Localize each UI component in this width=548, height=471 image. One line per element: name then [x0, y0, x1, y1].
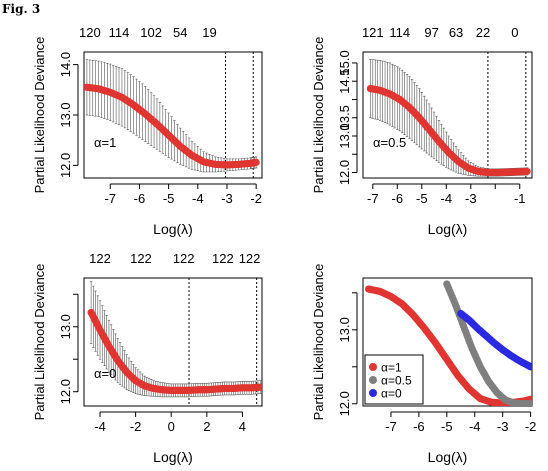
- x-tick-label: 0: [168, 419, 175, 434]
- x-tick-label: -7: [367, 191, 379, 206]
- top-axis-label: 63: [449, 25, 463, 40]
- chart-panel-1: -7 -6 -5 -4 -3 -2 Log(λ) 12.0 13.0 14.0 Partial Li…: [32, 25, 263, 237]
- data-point: [523, 167, 531, 176]
- x-tick-label: -4: [440, 191, 452, 206]
- y-tick-label: 13.0: [337, 317, 352, 342]
- legend-label: α=1: [381, 361, 402, 375]
- top-axis-label: 114: [389, 25, 410, 40]
- x-tick-label: -4: [94, 419, 106, 434]
- alpha-annotation: α=0.5: [373, 135, 406, 150]
- y-axis-label: Partial Likelihood Deviance: [311, 264, 326, 421]
- x-tick-label: -5: [416, 191, 428, 206]
- x-tick-label: -2: [250, 191, 262, 206]
- legend-label: α=0.5: [381, 374, 412, 388]
- plot-frame: [362, 51, 533, 179]
- plot-data-area: [84, 52, 260, 178]
- top-axis-label: 102: [140, 25, 162, 40]
- x-tick-label: -6: [134, 191, 146, 206]
- chart-panel-3: -4 -2 0 2 4 Log(λ) 12.0 13.0 Partial Likelihood …: [32, 251, 263, 465]
- x-axis-label: Log(λ): [428, 221, 468, 237]
- x-tick-label: -7: [104, 191, 116, 206]
- y-tick-label: 14.5: [337, 69, 352, 94]
- top-axis-label: 120: [79, 25, 101, 40]
- figure-label: Fig. 3: [2, 2, 41, 16]
- data-point: [527, 400, 532, 406]
- plot-data-area: [364, 280, 532, 406]
- top-axis-label: 0: [511, 25, 518, 40]
- top-axis-label: 122: [239, 251, 261, 266]
- chart-panel-4: -7 -6 -5 -4 -3 -2 Log(λ) 12.0 13.0 Partial Likeli…: [311, 264, 536, 465]
- data-point: [256, 383, 262, 391]
- data-point: [252, 158, 260, 166]
- x-tick-label: -4: [192, 191, 204, 206]
- y-tick-label: 13.5: [337, 105, 352, 130]
- x-tick-label: -3: [465, 191, 477, 206]
- top-axis-label: 54: [173, 25, 187, 40]
- top-axis-label: 122: [89, 251, 111, 266]
- plot-data-area: [87, 278, 262, 406]
- y-tick-label: 13.0: [337, 123, 352, 148]
- x-axis-label: Log(λ): [153, 449, 193, 465]
- x-tick-label: -4: [469, 419, 481, 434]
- y-tick-label: 14.0: [58, 52, 73, 77]
- x-tick-label: -6: [392, 191, 404, 206]
- x-tick-label: -3: [221, 191, 233, 206]
- chart-panel-2: -7 -6 -5 -4 -3 -1 Log(λ) 12.0 13.013.5 14.515.0 Pa…: [311, 25, 533, 237]
- x-tick-label: -5: [163, 191, 175, 206]
- x-axis-label: Log(λ): [428, 449, 468, 465]
- x-tick-label: 4: [239, 419, 246, 434]
- plot-frame: [83, 51, 263, 179]
- y-tick-label: 12.0: [337, 160, 352, 185]
- x-tick-label: -2: [525, 419, 537, 434]
- x-tick-label: -2: [130, 419, 142, 434]
- plot-frame: [362, 277, 533, 407]
- alpha-annotation: α=1: [94, 135, 116, 150]
- top-axis-label: 121: [362, 25, 384, 40]
- y-axis-label: Partial Likelihood Deviance: [311, 37, 326, 194]
- y-axis-label: Partial Likelihood Deviance: [32, 264, 47, 421]
- x-tick-label: -3: [497, 419, 509, 434]
- y-axis-label: Partial Likelihood Deviance: [32, 37, 47, 194]
- y-tick-label: 12.0: [337, 391, 352, 416]
- x-tick-label: -1: [514, 191, 526, 206]
- x-axis-label: Log(λ): [153, 221, 193, 237]
- alpha-annotation: α=0: [94, 366, 116, 381]
- legend-marker: [369, 376, 377, 384]
- y-tick-label: 12.0: [58, 153, 73, 178]
- y-tick-label: 13.0: [58, 314, 73, 339]
- x-tick-label: -7: [385, 419, 397, 434]
- y-tick-label: 12.0: [58, 379, 73, 404]
- y-tick-label: 15.0: [337, 50, 352, 75]
- x-tick-label: -5: [441, 419, 453, 434]
- top-axis-label: 19: [202, 25, 216, 40]
- top-axis-label: 122: [130, 251, 152, 266]
- legend-marker: [369, 389, 377, 397]
- x-tick-label: 2: [203, 419, 210, 434]
- legend-label: α=0: [381, 387, 402, 401]
- top-axis-label: 122: [173, 251, 195, 266]
- legend-marker: [369, 363, 377, 371]
- top-axis-label: 122: [212, 251, 234, 266]
- x-tick-label: -6: [413, 419, 425, 434]
- legend: α=1α=0.5α=0: [364, 354, 424, 405]
- plot-data-area: [366, 52, 531, 178]
- top-axis-label: 114: [109, 25, 130, 40]
- data-point: [527, 363, 532, 371]
- y-tick-label: 13.0: [58, 102, 73, 127]
- top-axis-label: 97: [424, 25, 438, 40]
- top-axis-label: 22: [476, 25, 490, 40]
- plot-frame: [83, 277, 263, 407]
